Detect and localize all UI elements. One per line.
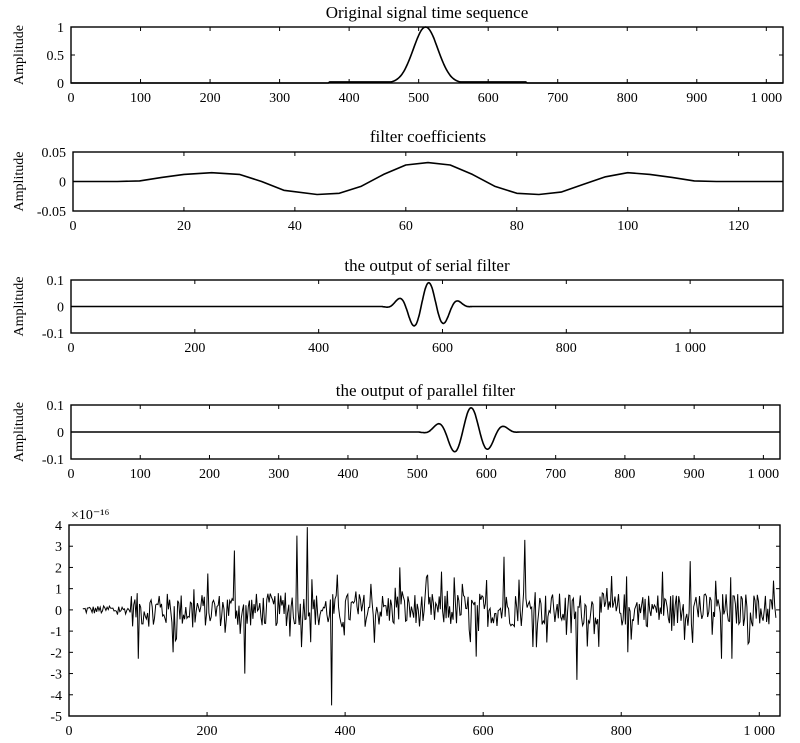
y-tick-label: 0: [57, 77, 64, 92]
panel-3: the output of serial filter Amplitude 0 200…: [12, 256, 784, 356]
series-line: [71, 26, 783, 84]
x-tick-label: 0: [68, 91, 75, 106]
panel-title: the output of parallel filter: [336, 381, 516, 400]
x-tick-label: 1 000: [751, 91, 783, 106]
x-tick-label: 200: [200, 91, 221, 106]
y-axis-label: Amplitude: [12, 25, 27, 85]
y-axis-label: Amplitude: [12, 152, 27, 212]
x-tick-label: 120: [728, 219, 749, 234]
x-tick-label: 1 000: [674, 341, 706, 356]
y-tick-label: -5: [50, 710, 62, 725]
x-tick-label: 0: [68, 341, 75, 356]
x-tick-label: 60: [399, 219, 413, 234]
x-tick-label: 600: [473, 724, 494, 739]
x-tick-label: 600: [478, 91, 499, 106]
x-tick-label: 500: [407, 467, 428, 482]
y-tick-label: 0: [59, 176, 66, 191]
x-tick-label: 100: [617, 219, 638, 234]
x-tick-label: 500: [408, 91, 429, 106]
x-tick-label: 700: [547, 91, 568, 106]
x-tick-label: 300: [269, 91, 290, 106]
y-tick-label: 4: [55, 519, 62, 534]
plot-frame: [68, 524, 781, 717]
x-tick-label: 40: [288, 219, 302, 234]
y-tick-label: 1: [57, 21, 64, 36]
x-tick-label: 1 000: [744, 724, 776, 739]
y-tick-label: -0.1: [42, 327, 64, 342]
panel-2: filter coefficients Amplitude 0 20 40 60 80 100…: [12, 127, 784, 234]
y-tick-label: 0: [57, 426, 64, 441]
x-tick-label: 400: [339, 91, 360, 106]
y-tick-label: -0.05: [37, 205, 66, 220]
y-tick-label: 0: [55, 604, 62, 619]
x-tick-label: 800: [556, 341, 577, 356]
plot-frame: [70, 26, 784, 84]
y-tick-label: -0.1: [42, 453, 64, 468]
x-tick-label: 800: [617, 91, 638, 106]
panel-1: Original signal time sequence Amplitude 0 1…: [12, 3, 784, 106]
x-tick-label: 80: [510, 219, 524, 234]
y-tick-label: 3: [55, 540, 62, 555]
y-tick-label: 1: [55, 583, 62, 598]
x-tick-label: 800: [614, 467, 635, 482]
x-tick-label: 300: [268, 467, 289, 482]
y-tick-label: -3: [50, 668, 62, 683]
y-tick-label: -2: [50, 646, 62, 661]
series-line: [70, 281, 784, 327]
x-tick-label: 200: [197, 724, 218, 739]
panel-title: filter coefficients: [370, 127, 486, 146]
y-tick-label: 0.5: [47, 49, 65, 64]
x-tick-label: 900: [686, 91, 707, 106]
y-axis-label: Amplitude: [12, 277, 27, 337]
x-tick-label: 100: [130, 467, 151, 482]
x-tick-label: 200: [199, 467, 220, 482]
y-tick-label: 0: [57, 301, 64, 316]
x-tick-label: 700: [545, 467, 566, 482]
y-scale-label: ×10⁻¹⁶: [71, 508, 109, 523]
series-line: [73, 161, 783, 196]
panel-5: ×10⁻¹⁶ 0 200 400 600 800 1 000 -5 -4 -3 -2 -1 0 1 2 3 4: [50, 508, 781, 739]
x-tick-label: 400: [335, 724, 356, 739]
x-tick-label: 0: [70, 219, 77, 234]
y-tick-label: 0.1: [47, 399, 65, 414]
x-tick-label: 100: [130, 91, 151, 106]
y-tick-label: 0.05: [42, 146, 67, 161]
x-tick-label: 600: [432, 341, 453, 356]
x-tick-label: 400: [308, 341, 329, 356]
x-tick-label: 20: [177, 219, 191, 234]
y-tick-label: -4: [50, 689, 62, 704]
x-tick-label: 400: [337, 467, 358, 482]
panel-title: Original signal time sequence: [326, 3, 529, 22]
x-tick-label: 600: [476, 467, 497, 482]
plot-frame: [72, 151, 784, 212]
panel-4: the output of parallel filter Amplitude 0 1…: [12, 381, 781, 482]
y-tick-label: -1: [50, 625, 62, 640]
noise-series-line: [82, 527, 777, 706]
series-line: [70, 407, 781, 453]
x-tick-label: 0: [68, 467, 75, 482]
x-tick-label: 800: [611, 724, 632, 739]
x-tick-label: 1 000: [748, 467, 780, 482]
y-axis-label: Amplitude: [12, 402, 27, 462]
panel-title: the output of serial filter: [344, 256, 510, 275]
x-tick-label: 900: [684, 467, 705, 482]
y-tick-label: 0.1: [47, 274, 65, 289]
y-tick-label: 2: [55, 561, 62, 576]
x-tick-label: 200: [184, 341, 205, 356]
x-tick-label: 0: [66, 724, 73, 739]
